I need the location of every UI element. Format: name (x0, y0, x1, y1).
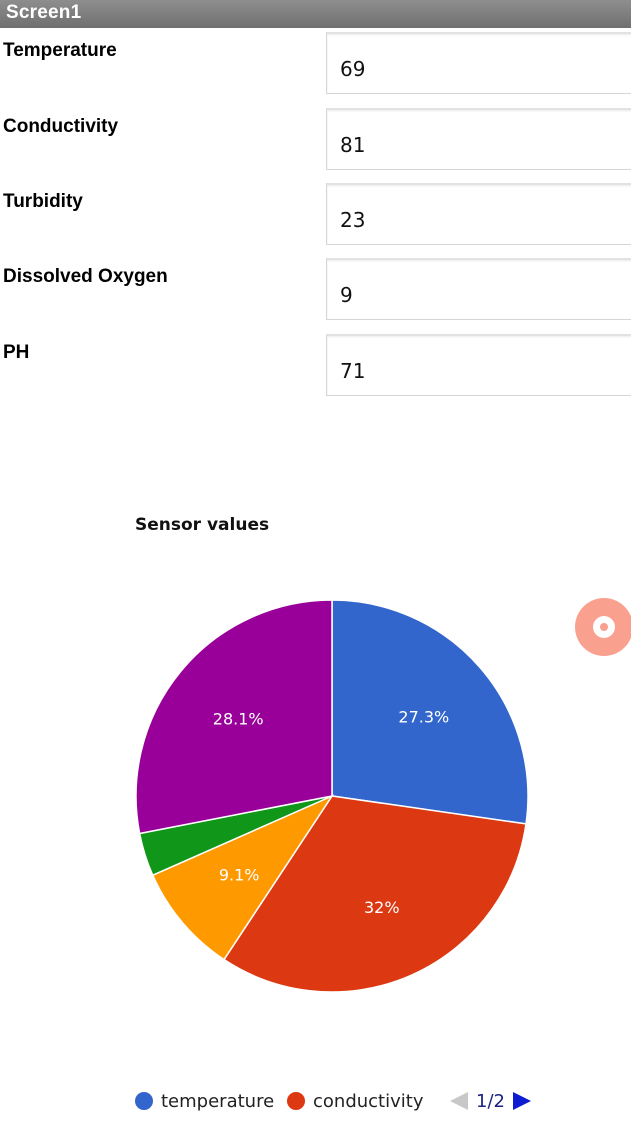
pie-chart: Sensor values 27.3% 32% 9.1% 28.1% temperat… (0, 500, 631, 1143)
legend-dot-temperature (135, 1092, 153, 1110)
legend-dot-conductivity (287, 1092, 305, 1110)
pie-label-temperature: 27.3% (398, 707, 449, 726)
field-row-temperature: Temperature (0, 30, 631, 94)
legend-pager: 1/2 (450, 1088, 531, 1114)
legend-page-indicator: 1/2 (476, 1090, 505, 1112)
legend-label-temperature: temperature (161, 1090, 275, 1112)
field-row-turbidity: Turbidity (0, 181, 631, 245)
legend-prev-icon (450, 1092, 468, 1110)
legend-label-conductivity: conductivity (313, 1090, 424, 1112)
conductivity-label: Conductivity (3, 116, 119, 137)
field-row-dissolved-oxygen: Dissolved Oxygen (0, 256, 631, 320)
pie-chart-svg: 27.3% 32% 9.1% 28.1% (135, 599, 529, 993)
pie-slice-ph[interactable] (135, 599, 333, 835)
pie-label-ph: 28.1% (213, 710, 264, 729)
field-row-ph: PH (0, 332, 631, 396)
pie-slice-temperature[interactable] (331, 599, 529, 825)
floating-action-button[interactable] (575, 598, 631, 656)
legend-item-temperature[interactable]: temperature (135, 1088, 274, 1114)
pie-label-conductivity: 32% (364, 898, 400, 917)
screen-title: Screen1 (6, 2, 82, 23)
target-icon (593, 616, 615, 638)
temperature-label: Temperature (3, 40, 117, 61)
ph-input[interactable] (326, 334, 631, 396)
temperature-input[interactable] (326, 32, 631, 94)
chart-title: Sensor values (135, 515, 270, 535)
title-bar: Screen1 (0, 0, 631, 28)
legend-next-icon[interactable] (512, 1092, 531, 1110)
turbidity-label: Turbidity (3, 191, 83, 212)
conductivity-input[interactable] (326, 108, 631, 170)
ph-label: PH (3, 342, 30, 363)
legend-item-conductivity[interactable]: conductivity (287, 1088, 423, 1114)
pie-slice-conductivity[interactable] (222, 795, 527, 993)
field-row-conductivity: Conductivity (0, 106, 631, 170)
dissolved-oxygen-input[interactable] (326, 258, 631, 320)
dissolved-oxygen-label: Dissolved Oxygen (3, 266, 168, 287)
turbidity-input[interactable] (326, 183, 631, 245)
pie-slice-turbidity[interactable] (151, 794, 335, 961)
pie-label-turbidity: 9.1% (219, 865, 260, 884)
